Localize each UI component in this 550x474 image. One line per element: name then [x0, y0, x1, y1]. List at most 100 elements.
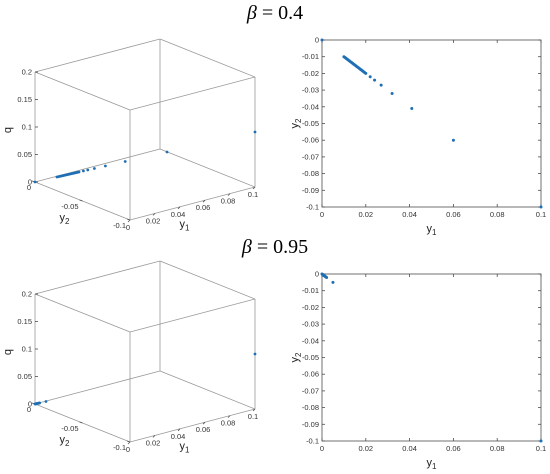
x-tick-label: 0.08	[221, 419, 236, 428]
data-point	[253, 130, 257, 134]
data-point	[373, 78, 377, 82]
data-point	[325, 276, 329, 280]
x-tick-label: 0	[126, 445, 130, 454]
y-tick-label: -0.1	[306, 203, 319, 212]
x-tick-mark	[227, 193, 231, 196]
y-tick-mark	[79, 199, 83, 202]
data-point	[93, 167, 96, 170]
x-tick-label: 0	[126, 223, 130, 232]
z-axis-label: q	[2, 127, 14, 133]
x-tick-label: 0	[320, 444, 324, 453]
x-tick-label: 0.02	[358, 210, 373, 219]
beta-symbol: β	[246, 2, 257, 24]
data-point	[33, 180, 37, 184]
box-edge	[34, 71, 131, 111]
y-tick-label: -0.07	[302, 386, 319, 395]
y-tick-label: -0.05	[61, 202, 78, 211]
beta-symbol: β	[241, 236, 252, 258]
x-axis-label: y1	[427, 457, 438, 471]
data-point	[320, 38, 324, 42]
x-tick-label: 0.06	[196, 425, 211, 434]
z-tick-label: 0.2	[22, 68, 32, 77]
z-tick-label: 0.05	[17, 150, 32, 159]
x-tick-mark	[177, 428, 181, 432]
box-edge	[159, 38, 256, 78]
x-tick-mark	[202, 421, 206, 425]
beta-title-top: β = 0.4	[0, 2, 550, 25]
x-tick-mark	[152, 435, 156, 438]
z-axis-label: q	[2, 349, 14, 355]
x-tick-mark	[127, 441, 131, 445]
x-tick-mark	[177, 206, 181, 210]
data-point	[368, 75, 372, 79]
z-tick-label: 0.1	[22, 345, 32, 354]
y-tick-label: -0.06	[302, 370, 319, 379]
y-axis-label: y2	[60, 212, 71, 226]
box-edge	[34, 38, 161, 73]
x-tick-label: 0.04	[171, 210, 186, 219]
data-point	[123, 160, 127, 163]
scatter2d-beta-0.95: 0 0.02 0.04 0.06 0.08 0.1 0 -0.01 -0.02 -0.03 -0.0…	[289, 270, 546, 472]
y-tick-label: 0	[27, 405, 31, 414]
x-tick-mark	[227, 415, 231, 418]
x-axis-label: y1	[427, 223, 438, 237]
y-tick-label: 0	[315, 270, 319, 279]
x-tick-label: 0.06	[446, 210, 461, 219]
x-axis-label: y1	[180, 441, 191, 455]
z-tick-label: 0.1	[22, 123, 32, 132]
box-edge	[34, 148, 161, 183]
y-tick-label: -0.01	[302, 286, 319, 295]
data-point	[86, 168, 90, 172]
data-point	[44, 400, 48, 403]
data-point	[77, 170, 81, 174]
y-tick-label: -0.05	[61, 424, 78, 433]
y-tick-mark	[126, 218, 131, 221]
y-tick-label: -0.1	[113, 221, 126, 230]
y-tick-label: -0.02	[302, 303, 319, 312]
z-tick-label: 0	[28, 178, 32, 187]
z-tick-label: 0	[28, 400, 32, 409]
x-tick-label: 0.1	[248, 412, 258, 421]
box-edge	[159, 148, 256, 188]
y-tick-label: -0.05	[302, 119, 319, 128]
data-point	[38, 401, 42, 405]
y-axis-label: y2	[289, 118, 303, 129]
box-edge	[159, 370, 256, 410]
box-edge	[159, 260, 256, 300]
data-point	[379, 83, 383, 87]
y-tick-label: -0.04	[302, 336, 319, 345]
data-point	[390, 91, 394, 95]
data-point	[253, 352, 257, 356]
beta-title-bottom: β = 0.95	[0, 236, 550, 259]
x-tick-label: 0.04	[171, 432, 186, 441]
data-point	[82, 169, 85, 173]
x-tick-label: 0	[320, 210, 324, 219]
y-tick-label: -0.05	[302, 353, 319, 362]
x-tick-label: 0.1	[536, 444, 546, 453]
y-tick-label: 0	[27, 183, 31, 192]
x-tick-mark	[127, 219, 131, 223]
data-point	[165, 150, 169, 154]
box-edge	[129, 408, 256, 443]
y-tick-label: -0.08	[302, 403, 319, 412]
y-axis-label: y2	[289, 352, 303, 363]
x-axis-label: y1	[180, 219, 191, 233]
box-edge	[34, 370, 161, 405]
x-tick-label: 0.02	[146, 438, 161, 447]
data-point	[104, 164, 107, 168]
data-point	[364, 71, 368, 75]
y-tick-label: -0.08	[302, 169, 319, 178]
y-tick-mark	[79, 421, 83, 424]
y-tick-label: -0.06	[302, 136, 319, 145]
x-tick-label: 0.06	[196, 203, 211, 212]
x-tick-label: 0.1	[248, 190, 258, 199]
y-tick-label: -0.1	[113, 443, 126, 452]
y-axis-label: y2	[60, 434, 71, 448]
x-tick-label: 0.08	[490, 210, 505, 219]
scatter2d-beta-0.4: 0 0.02 0.04 0.06 0.08 0.1 0 -0.01 -0.02 -0.03 -0.0…	[289, 36, 546, 238]
plot-frame	[321, 273, 542, 442]
x-tick-mark	[202, 199, 206, 203]
y-tick-label: 0	[315, 36, 319, 45]
y-tick-label: -0.07	[302, 152, 319, 161]
